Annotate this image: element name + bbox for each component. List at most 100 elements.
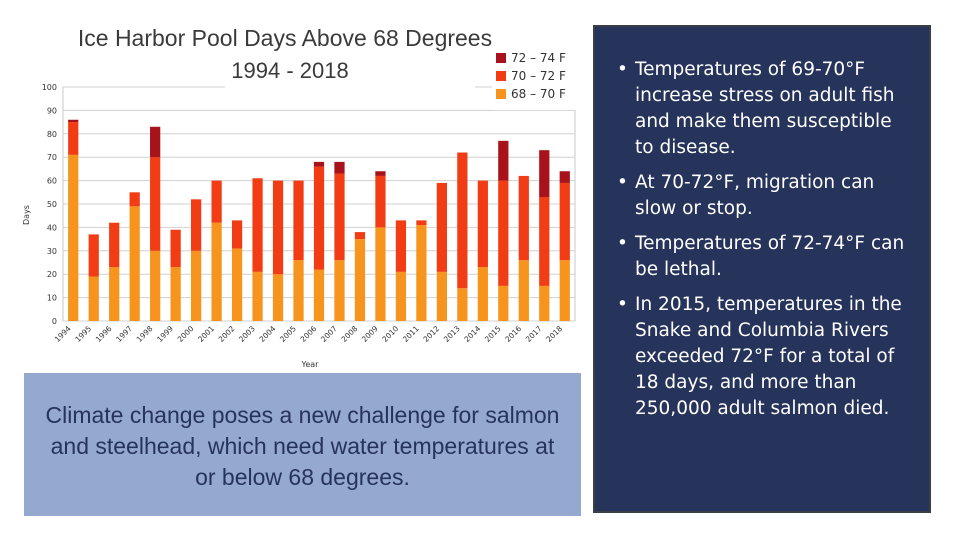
bullet-marker: •	[617, 172, 628, 193]
bar-segment	[272, 274, 284, 321]
bar-segment	[477, 267, 488, 321]
bar-segment	[354, 239, 366, 321]
bar-segment	[416, 220, 427, 226]
y-tick-label: 80	[47, 130, 57, 139]
bar-segment	[252, 271, 263, 321]
bar-segment	[375, 171, 386, 176]
y-tick-label: 10	[47, 294, 57, 303]
x-tick-label: 2009	[360, 324, 380, 344]
x-tick-label: 2005	[278, 324, 298, 344]
legend-swatch	[496, 71, 506, 81]
x-tick-label: 2013	[442, 324, 462, 344]
legend-label: 70 – 72 F	[511, 69, 566, 83]
bar-segment	[150, 157, 161, 251]
chart-title: Ice Harbor Pool Days Above 68 Degrees	[78, 25, 492, 51]
bar-segment	[272, 180, 284, 275]
x-tick-label: 2017	[524, 324, 544, 344]
legend-background	[492, 48, 582, 110]
bullet-item: • Temperatures of 72-74°F can be lethal.	[617, 231, 915, 283]
x-tick-label: 2002	[217, 324, 237, 344]
y-tick-label: 20	[47, 270, 57, 279]
x-tick-label: 2010	[380, 324, 400, 344]
x-tick-label: 2007	[319, 324, 339, 344]
x-tick-label: 2008	[340, 324, 360, 344]
bar-segment	[539, 196, 550, 286]
bar-segment	[416, 225, 427, 321]
bullet-text: In 2015, temperatures in the Snake and C…	[635, 294, 902, 419]
bar-segment	[231, 220, 243, 249]
x-tick-label: 1998	[135, 324, 155, 344]
bullet-list: • Temperatures of 69-70°F increase stress…	[595, 27, 929, 422]
x-tick-label: 2011	[401, 324, 421, 344]
bar-segment	[88, 234, 99, 277]
bar-segment	[518, 175, 529, 261]
bar-segment	[477, 180, 488, 268]
bar-segment	[395, 271, 407, 321]
y-axis-label: Days	[22, 205, 31, 225]
y-tick-label: 70	[47, 153, 57, 162]
x-tick-label: 1999	[155, 324, 175, 344]
legend-label: 72 – 74 F	[511, 51, 566, 65]
bullet-item: • Temperatures of 69-70°F increase stress…	[617, 57, 915, 161]
y-tick-label: 0	[52, 317, 57, 326]
chart-area: 0 10 20 30 40 50 60 70 80 90 100 1994 1995 1996 1997 19…	[0, 0, 590, 375]
bar-segment	[457, 152, 468, 289]
bullet-marker: •	[617, 233, 628, 254]
legend-swatch	[496, 53, 506, 63]
bar-segment	[68, 122, 79, 155]
legend-swatch	[496, 89, 506, 99]
bar-segment	[88, 276, 99, 321]
bar-segment	[395, 220, 407, 272]
bar-segment	[170, 267, 181, 321]
bar-segment	[109, 267, 120, 321]
x-tick-label: 2015	[483, 324, 503, 344]
x-tick-label: 2001	[196, 324, 216, 344]
x-tick-label: 2018	[544, 324, 564, 344]
bar-segment	[539, 150, 550, 197]
y-tick-label: 60	[47, 177, 57, 186]
bar-segment	[334, 260, 345, 321]
y-tick-label: 40	[47, 223, 57, 232]
bar-segment	[498, 180, 509, 286]
x-tick-label: 2006	[299, 324, 319, 344]
x-tick-label: 2012	[421, 324, 441, 344]
bar-segment	[518, 260, 529, 321]
bar-segment	[191, 250, 202, 321]
bullet-marker: •	[617, 59, 628, 80]
bar-segment	[436, 182, 447, 272]
bar-segment	[559, 171, 570, 183]
caption-box: Climate change poses a new challenge for…	[24, 373, 581, 516]
caption-text: Climate change poses a new challenge for…	[45, 402, 560, 490]
x-tick-label: 2004	[258, 324, 278, 344]
bar-segment	[313, 269, 325, 321]
bar-segment	[498, 140, 509, 181]
x-tick-label: 1994	[53, 324, 73, 344]
bar-segment	[539, 285, 550, 321]
bar-segment	[559, 260, 570, 321]
bullet-panel: • Temperatures of 69-70°F increase stress…	[593, 25, 931, 513]
x-tick-label: 1997	[114, 324, 134, 344]
bullet-item: • At 70-72°F, migration can slow or stop.	[617, 170, 915, 222]
bar-segment	[313, 161, 325, 167]
bar-segment	[559, 182, 570, 261]
bar-segment	[375, 227, 386, 321]
bar-segment	[150, 126, 161, 158]
x-tick-label: 2000	[176, 324, 196, 344]
bar-segment	[498, 285, 509, 321]
x-tick-label: 1996	[94, 324, 114, 344]
bar-segment	[129, 206, 140, 321]
bar-segment	[375, 175, 386, 228]
x-tick-label: 2014	[462, 324, 482, 344]
legend-label: 68 – 70 F	[511, 87, 566, 101]
bar-segment	[109, 222, 120, 268]
x-axis-label: Year	[301, 360, 320, 369]
bar-segment	[457, 288, 468, 321]
bar-segment	[129, 192, 140, 207]
y-tick-label: 100	[42, 83, 57, 92]
bar-segment	[354, 232, 366, 240]
y-tick-label: 50	[47, 200, 57, 209]
x-tick-label: 1995	[73, 324, 93, 344]
x-tick-label: 2016	[503, 324, 523, 344]
bar-segment	[191, 199, 202, 251]
bar-segment	[334, 173, 345, 261]
